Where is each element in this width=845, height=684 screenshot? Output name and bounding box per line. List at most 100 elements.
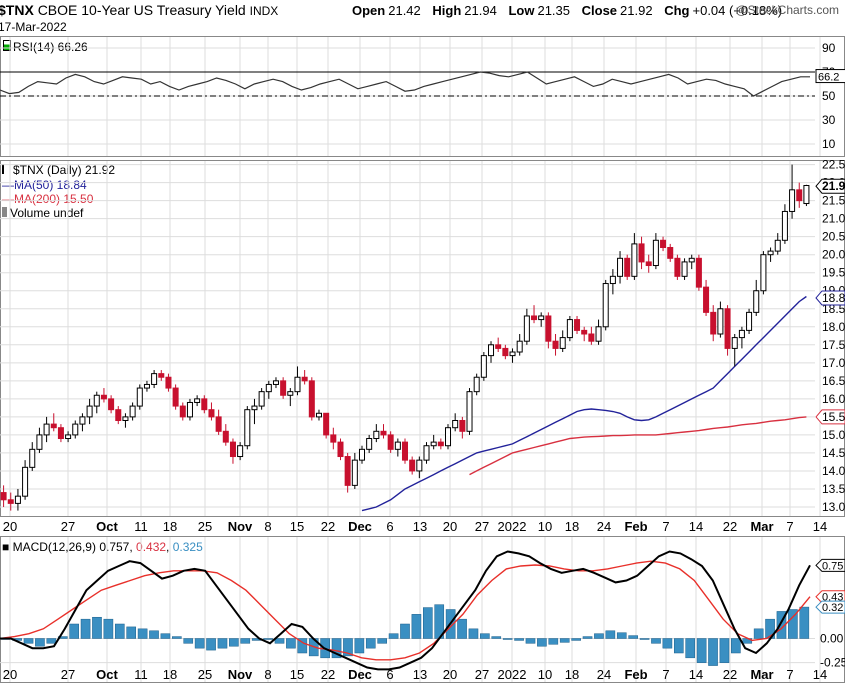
macd-legend-name: MACD(12,26,9) <box>12 540 96 554</box>
candle-up <box>122 416 129 421</box>
chart-title: $TNX CBOE 10-Year US Treasury Yield INDX <box>0 3 278 17</box>
macd-x-tick-label: Dec <box>348 667 372 682</box>
macd-histogram-bar <box>331 638 342 659</box>
macd-x-tick-label: 7 <box>786 667 793 682</box>
candle-up <box>688 257 695 263</box>
price-y-tick-label: 14.0 <box>822 464 845 478</box>
price-y-tick-label: 13.5 <box>822 482 845 496</box>
macd-histogram-bar <box>103 618 114 639</box>
macd-value-tag <box>815 558 845 572</box>
macd-legend-icon: ■ <box>2 540 13 554</box>
macd-histogram-bar <box>183 638 194 644</box>
macd-histogram-bar <box>731 638 741 654</box>
macd-histogram-bar <box>514 638 524 641</box>
ma50-legend-text: MA(50) 18.84 <box>14 178 87 192</box>
candle-down <box>330 434 337 443</box>
ma50-legend: —MA(50) 18.84 <box>2 179 87 191</box>
candle-up <box>559 337 566 349</box>
macd-histogram-bar <box>126 626 137 639</box>
macd-x-tick-label: 2022 <box>498 667 527 682</box>
macd-histogram-bar <box>240 638 251 644</box>
ma200-legend-text: MA(200) 15.50 <box>14 192 94 206</box>
candle-up <box>803 185 810 205</box>
candle-up <box>194 398 201 403</box>
x-tick-label: Mar <box>750 519 773 534</box>
macd-histogram-bar <box>263 638 273 640</box>
macd-histogram-bar <box>137 628 148 639</box>
candle-down <box>695 257 702 288</box>
candle-down <box>638 243 645 263</box>
macd-histogram-bar <box>788 609 798 639</box>
macd-x-tick-label: Nov <box>228 667 253 682</box>
macd-histogram-bar <box>457 618 467 639</box>
macd-value-tag <box>815 600 845 614</box>
macd-x-tick-label: 22 <box>321 667 335 682</box>
candle-up <box>789 189 796 212</box>
candle-up <box>186 401 193 418</box>
candle-up <box>237 445 244 458</box>
close-label: Close <box>581 3 618 18</box>
x-tick-label: 20 <box>3 519 17 534</box>
candle-up <box>774 239 781 252</box>
source-credit: @StockCharts.com <box>735 3 839 17</box>
signal-legend-value: 0.432 <box>136 540 167 554</box>
ohlc-readout: Open 21.42 High 21.94 Low 21.35 Close 21.92 … <box>352 4 782 17</box>
candle-down <box>172 387 179 407</box>
ma50-price-tag <box>815 290 845 306</box>
open-label: Open <box>352 3 386 18</box>
macd-histogram-bar <box>423 607 433 639</box>
macd-histogram-bar <box>537 638 547 647</box>
candle-up <box>609 275 616 285</box>
x-tick-label: 10 <box>538 519 552 534</box>
macd-histogram-bar <box>114 623 125 639</box>
candle-down <box>545 315 552 342</box>
macd-histogram-bar <box>571 638 581 641</box>
candle-down <box>502 347 509 357</box>
macd-histogram-bar <box>708 638 718 666</box>
candle-down <box>301 376 308 382</box>
macd-y-tick-label: -0.25 <box>820 656 845 670</box>
macd-x-tick-label: 13 <box>413 667 427 682</box>
candle-up <box>65 434 72 440</box>
candle-up <box>258 391 265 407</box>
candle-down <box>323 412 330 436</box>
macd-histogram-bar <box>377 638 387 644</box>
price-y-tick-label: 15.0 <box>822 428 845 442</box>
candle-up <box>272 380 279 385</box>
security-name: CBOE 10-Year US Treasury Yield <box>37 2 246 18</box>
macd-y-tick-label: 0.00 <box>820 632 844 646</box>
candle-up <box>717 308 724 335</box>
ma200-legend-icon: — <box>2 192 14 206</box>
symbol: $TNX <box>0 2 34 18</box>
macd-histogram-bar <box>559 638 570 643</box>
candle-up <box>423 445 430 461</box>
candle-down <box>337 441 344 458</box>
close-value: 21.92 <box>620 3 653 18</box>
candle-up <box>760 254 767 292</box>
macd-x-tick-label: 25 <box>198 667 212 682</box>
macd-x-tick-label: 14 <box>813 667 827 682</box>
macd-histogram-bar <box>274 638 285 644</box>
macd-histogram-bar <box>23 638 34 644</box>
macd-x-tick-label: 20 <box>3 667 17 682</box>
candle-up <box>767 250 774 256</box>
price-y-tick-label: 16.0 <box>822 392 845 406</box>
macd-x-tick-label: 14 <box>689 667 703 682</box>
macd-histogram-bar <box>776 611 787 639</box>
x-tick-label: 27 <box>475 519 489 534</box>
high-value: 21.94 <box>464 3 497 18</box>
macd-x-tick-label: Oct <box>96 667 118 682</box>
macd-x-tick-label: Feb <box>624 667 647 682</box>
macd-histogram-bar <box>616 632 627 639</box>
candle-up <box>731 337 738 349</box>
candle-down <box>401 441 409 461</box>
candle-up <box>430 441 437 447</box>
macd-histogram-bar <box>400 623 410 639</box>
volume-legend: Volume undef <box>2 207 83 219</box>
macd-histogram-bar <box>628 635 638 639</box>
candle-up <box>523 315 530 342</box>
macd-histogram-bar <box>365 638 376 649</box>
candle-up <box>86 405 93 418</box>
candle-down <box>796 189 803 202</box>
